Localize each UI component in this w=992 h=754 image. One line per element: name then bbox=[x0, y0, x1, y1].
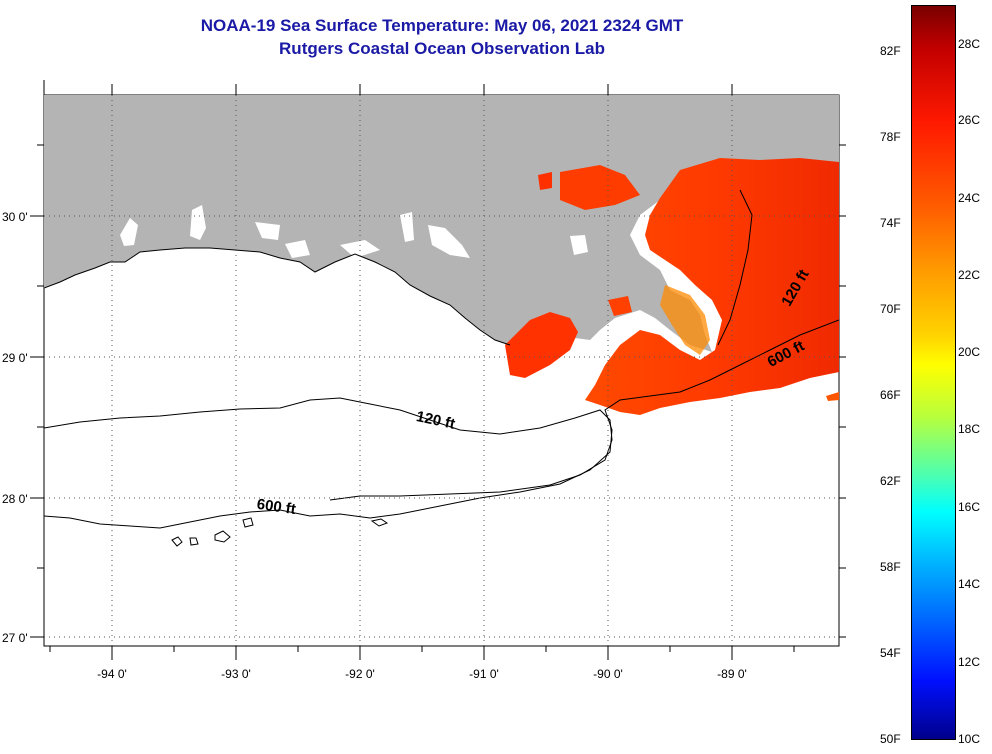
sst-warm-patch bbox=[826, 392, 839, 401]
x-tick-label: -93 0' bbox=[221, 667, 251, 681]
graticule bbox=[44, 95, 839, 646]
y-tick-label: 30 0' bbox=[2, 210, 28, 224]
lake bbox=[255, 222, 280, 240]
contour-120ft-east bbox=[717, 189, 753, 346]
coastline bbox=[44, 247, 511, 346]
sst-warm-patch bbox=[538, 172, 552, 190]
colorbar-f-label: 78F bbox=[880, 130, 901, 144]
colorbar-c-label: 12C bbox=[958, 655, 981, 669]
lake bbox=[120, 218, 138, 246]
colorbar-c-label: 18C bbox=[958, 422, 981, 436]
colorbar-c-label: 20C bbox=[958, 345, 981, 359]
x-tick-label: -90 0' bbox=[593, 667, 623, 681]
seamount-contour bbox=[214, 530, 231, 543]
colorbar-c-label: 22C bbox=[958, 268, 981, 282]
x-tick-label: -89 0' bbox=[717, 667, 747, 681]
x-tick-label: -94 0' bbox=[97, 667, 127, 681]
sst-warm-water bbox=[585, 158, 839, 415]
lake bbox=[570, 235, 588, 255]
lake bbox=[190, 205, 206, 240]
y-tick-label: 29 0' bbox=[2, 351, 28, 365]
sst-warm-patch bbox=[560, 165, 640, 210]
y-tick-label: 28 0' bbox=[2, 492, 28, 506]
lake bbox=[285, 240, 310, 258]
colorbar-c-label: 24C bbox=[958, 191, 981, 205]
contour-label-600ft: 600 ft bbox=[256, 496, 297, 518]
contour-120ft bbox=[44, 397, 613, 501]
colorbar-f-label: 58F bbox=[880, 560, 901, 574]
sst-cool-water bbox=[660, 285, 710, 355]
seamount-contour bbox=[370, 518, 389, 527]
axis-ticks bbox=[30, 80, 846, 660]
lake bbox=[340, 240, 380, 258]
lake bbox=[428, 225, 470, 258]
land-mass bbox=[44, 95, 839, 352]
x-tick-label: -92 0' bbox=[345, 667, 375, 681]
colorbar-f-label: 66F bbox=[880, 388, 901, 402]
title-line-1: NOAA-19 Sea Surface Temperature: May 06,… bbox=[200, 16, 684, 35]
colorbar-c-label: 26C bbox=[958, 113, 981, 127]
title-line-2: Rutgers Coastal Ocean Observation Lab bbox=[279, 39, 605, 58]
seamount-contour bbox=[171, 536, 183, 547]
lake bbox=[400, 212, 414, 242]
colorbar-f-label: 74F bbox=[880, 216, 901, 230]
colorbar-f-label: 50F bbox=[880, 732, 901, 746]
seamount-contour bbox=[189, 537, 199, 546]
colorbar-c-label: 10C bbox=[958, 732, 981, 746]
colorbar-f-label: 54F bbox=[880, 646, 901, 660]
sst-warm-patch bbox=[505, 312, 578, 378]
colorbar-f-label: 82F bbox=[880, 44, 901, 58]
temperature-colorbar bbox=[911, 5, 956, 740]
sst-warm-patch bbox=[608, 296, 632, 316]
colorbar-c-label: 28C bbox=[958, 37, 981, 51]
y-tick-label: 27 0' bbox=[2, 631, 28, 645]
colorbar-c-label: 14C bbox=[958, 577, 981, 591]
colorbar-c-label: 16C bbox=[958, 500, 981, 514]
seamount-contour bbox=[242, 517, 254, 528]
colorbar-f-label: 62F bbox=[880, 474, 901, 488]
map-title: NOAA-19 Sea Surface Temperature: May 06,… bbox=[44, 14, 840, 60]
colorbar-f-label: 70F bbox=[880, 302, 901, 316]
x-tick-label: -91 0' bbox=[469, 667, 499, 681]
